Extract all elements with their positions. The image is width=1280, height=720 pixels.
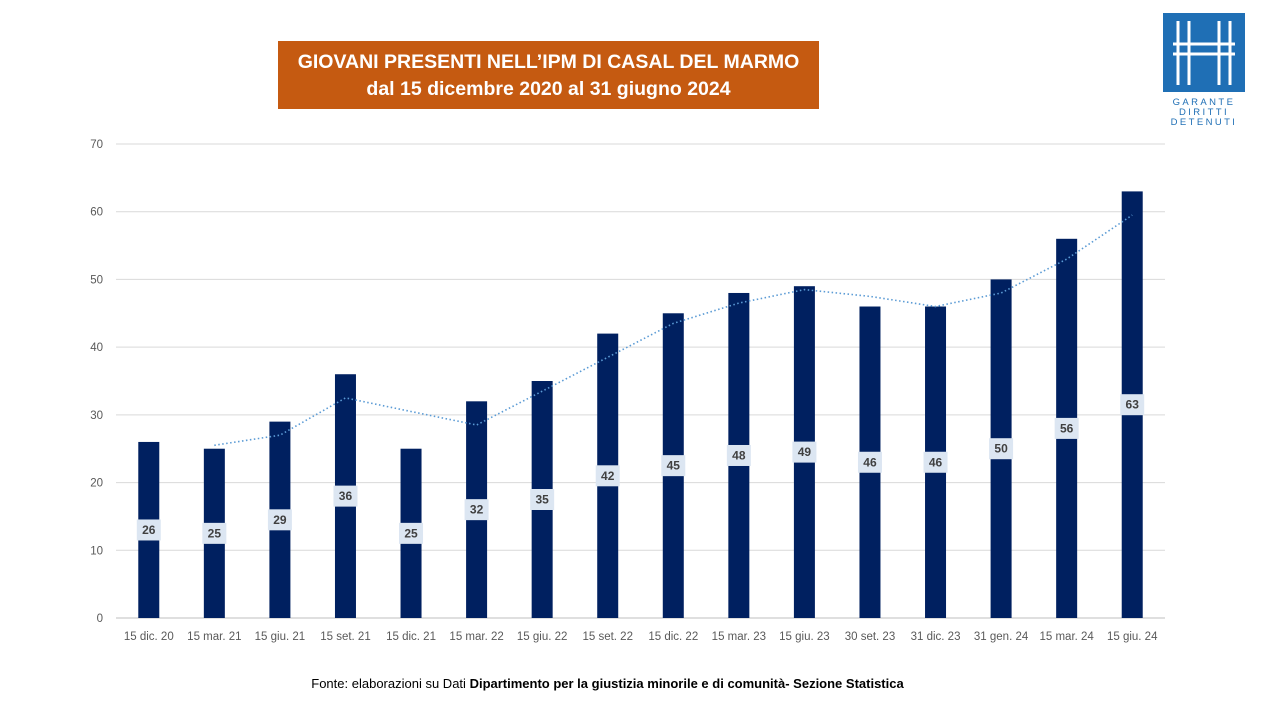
- x-axis-ticks: 15 dic. 20 15 mar. 21 15 giu. 21 15 set. 21…: [124, 631, 1158, 643]
- y-tick-label: 0: [97, 613, 103, 625]
- data-label: 63: [1126, 398, 1140, 412]
- y-axis-ticks: 0 10 20 30 40 50 60 70: [90, 139, 103, 625]
- data-label-bg: [1120, 394, 1145, 416]
- data-label-bg: [267, 509, 292, 531]
- source-department: Dipartimento per la giustizia minorile e…: [469, 676, 904, 691]
- bar-chart: 0 10 20 30 40 50 60 70 26 25 29 36 25 32 35 42 45 48 49 46…: [90, 139, 1165, 643]
- x-tick-label: 15 dic. 20: [124, 631, 174, 643]
- x-tick-label: 31 dic. 23: [911, 631, 961, 643]
- x-tick-label: 15 mar. 22: [449, 631, 503, 643]
- data-labels: 26 25 29 36 25 32 35 42 45 48 49 46 46 50 56 63: [136, 394, 1145, 544]
- data-label-bg: [202, 522, 227, 544]
- y-tick-label: 20: [90, 478, 103, 490]
- data-label-bg: [857, 451, 882, 473]
- data-label-bg: [923, 451, 948, 473]
- source-note: Fonte: elaborazioni su Dati Dipartimento…: [0, 676, 1215, 691]
- x-tick-label: 15 mar. 24: [1039, 631, 1094, 643]
- x-tick-label: 15 set. 22: [582, 631, 633, 643]
- x-tick-label: 15 dic. 22: [648, 631, 698, 643]
- logo-text-garante: GARANTE: [1173, 97, 1236, 108]
- data-label: 25: [208, 526, 222, 540]
- x-tick-label: 15 giu. 23: [779, 631, 830, 643]
- data-label-bg: [399, 522, 424, 544]
- x-tick-label: 15 mar. 23: [712, 631, 766, 643]
- data-label: 42: [601, 469, 615, 483]
- data-label-bg: [726, 444, 751, 466]
- data-label: 35: [535, 493, 549, 507]
- data-label: 46: [863, 455, 877, 469]
- grid-lines: [116, 143, 1165, 619]
- y-tick-label: 50: [90, 274, 103, 286]
- data-label: 50: [994, 442, 1008, 456]
- chart-title: GIOVANI PRESENTI NELL’IPM DI CASAL DEL M…: [297, 51, 800, 73]
- data-label-bg: [530, 489, 555, 510]
- x-tick-label: 15 mar. 21: [187, 631, 241, 643]
- data-label-bg: [1054, 417, 1079, 439]
- data-label: 49: [798, 445, 812, 459]
- data-label: 56: [1060, 421, 1074, 435]
- data-label: 48: [732, 448, 746, 462]
- x-tick-label: 15 giu. 22: [517, 631, 568, 643]
- x-tick-label: 15 giu. 21: [255, 631, 306, 643]
- data-label: 29: [273, 513, 287, 527]
- data-label-bg: [464, 499, 489, 521]
- x-tick-label: 15 set. 21: [320, 631, 371, 643]
- data-label: 25: [404, 526, 418, 540]
- data-label: 36: [339, 489, 353, 503]
- chart-title-box: GIOVANI PRESENTI NELL’IPM DI CASAL DEL M…: [278, 41, 819, 109]
- trend-line: [214, 214, 1133, 447]
- x-tick-label: 15 dic. 21: [386, 631, 436, 643]
- y-tick-label: 40: [90, 342, 103, 354]
- source-text: elaborazioni su Dati: [351, 676, 466, 691]
- x-tick-label: 30 set. 23: [845, 631, 896, 643]
- data-label-bg: [595, 465, 620, 487]
- data-label: 46: [929, 455, 943, 469]
- y-tick-label: 30: [90, 410, 103, 422]
- y-tick-label: 60: [90, 207, 103, 219]
- y-tick-label: 70: [90, 139, 103, 151]
- data-label-bg: [989, 438, 1014, 460]
- data-label-bg: [136, 519, 161, 541]
- bars: [138, 191, 1143, 619]
- x-tick-label: 15 giu. 24: [1107, 631, 1158, 643]
- y-tick-label: 10: [90, 545, 103, 557]
- data-label-bg: [792, 441, 817, 463]
- data-label: 32: [470, 503, 484, 517]
- data-label: 26: [142, 523, 156, 537]
- data-label-bg: [333, 485, 358, 507]
- logo-text-detenuti: DETENUTI: [1171, 117, 1238, 128]
- garante-logo: GARANTE DIRITTI DETENUTI: [1163, 13, 1245, 128]
- data-label: 45: [667, 459, 681, 473]
- logo-text-diritti: DIRITTI: [1179, 107, 1229, 118]
- x-tick-label: 31 gen. 24: [974, 631, 1029, 643]
- source-prefix: Fonte:: [311, 676, 349, 691]
- data-label-bg: [661, 455, 686, 477]
- chart-subtitle: dal 15 dicembre 2020 al 31 giugno 2024: [366, 78, 731, 100]
